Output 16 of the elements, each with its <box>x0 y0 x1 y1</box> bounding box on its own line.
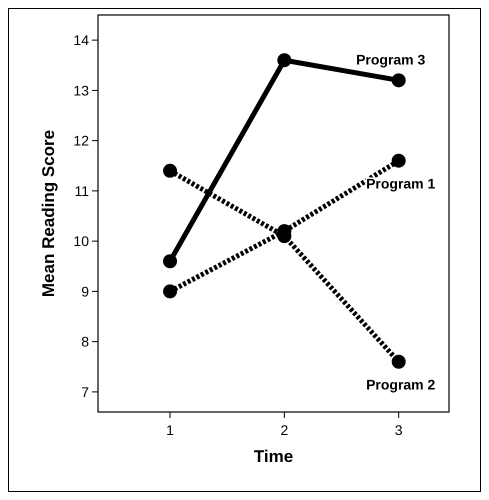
y-tick-label: 14 <box>73 32 90 48</box>
y-tick-label: 12 <box>73 132 90 149</box>
series-label: Program 1 <box>366 176 436 192</box>
y-tick-label: 8 <box>81 334 90 350</box>
y-tick-label: 13 <box>73 82 90 98</box>
x-tick-label: 2 <box>280 422 288 438</box>
y-axis-title: Mean Reading Score <box>39 130 58 298</box>
x-axis-title: Time <box>254 447 294 466</box>
series-label: Program 2 <box>366 376 436 393</box>
y-tick-label: 7 <box>81 384 90 400</box>
y-tick-label: 11 <box>74 182 90 199</box>
series-label: Program 3 <box>356 51 426 68</box>
y-tick-label: 9 <box>81 283 90 300</box>
x-tick-label: 3 <box>394 422 403 438</box>
y-tick-label: 10 <box>73 233 90 250</box>
x-tick-label: 1 <box>166 422 174 438</box>
